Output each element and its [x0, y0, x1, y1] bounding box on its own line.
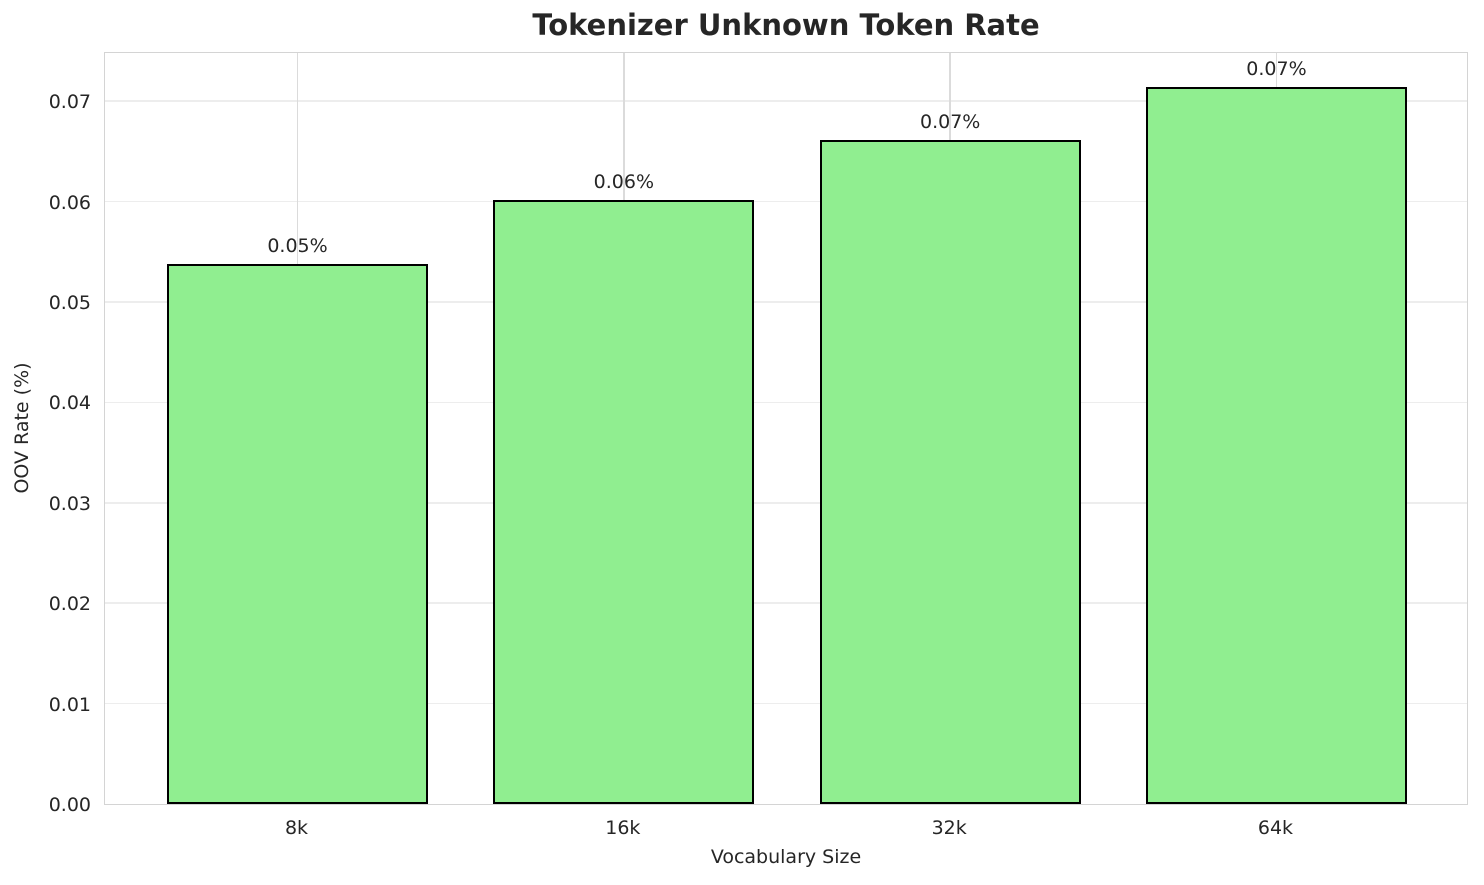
gridline-horizontal	[105, 502, 1467, 504]
x-axis-label: Vocabulary Size	[710, 846, 862, 868]
bar-value-label: 0.06%	[593, 170, 655, 193]
gridline-horizontal	[105, 702, 1467, 705]
x-tick-label: 64k	[1257, 817, 1294, 839]
x-tick-label: 16k	[605, 817, 641, 839]
bar	[819, 140, 1081, 804]
bar-value-label: 0.07%	[919, 111, 981, 134]
y-axis-label: OOV Rate (%)	[11, 362, 33, 494]
plot-area: 0.05% 0.06% 0.07% 0.07%	[104, 52, 1468, 805]
x-tick-label: 32k	[931, 817, 967, 839]
y-tick-label: 0.06	[48, 191, 91, 214]
bar	[1145, 87, 1407, 804]
bar-value-label: 0.07%	[1246, 58, 1307, 81]
y-tick-label: 0.00	[48, 794, 91, 816]
y-tick-label: 0.04	[48, 392, 91, 415]
y-tick-label: 0.05	[48, 292, 91, 314]
gridline-horizontal	[105, 401, 1467, 404]
x-tick-label: 8k	[284, 817, 309, 839]
bar	[167, 263, 429, 804]
gridline-horizontal	[105, 602, 1467, 604]
y-tick-label: 0.02	[48, 593, 91, 616]
bar-value-label: 0.05%	[267, 234, 328, 257]
chart-title: Tokenizer Unknown Token Rate	[532, 8, 1040, 42]
gridline-horizontal	[105, 100, 1467, 102]
gridline-horizontal	[105, 301, 1467, 303]
gridline-horizontal	[105, 200, 1467, 203]
y-tick-label: 0.03	[48, 492, 91, 515]
y-tick-label: 0.01	[48, 693, 91, 716]
y-tick-label: 0.07	[48, 91, 91, 114]
bar	[493, 199, 755, 804]
